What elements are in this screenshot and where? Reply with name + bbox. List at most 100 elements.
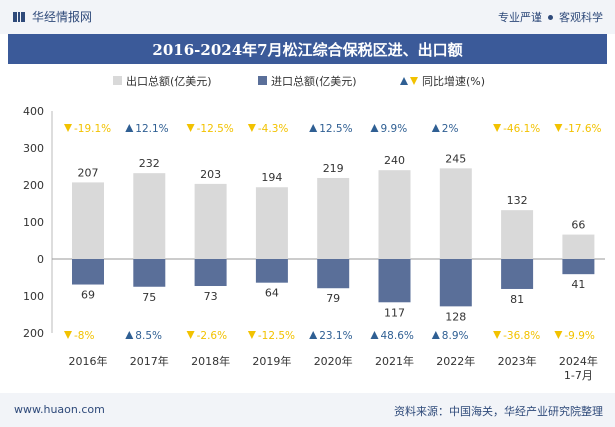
- category-label-line: 2022年: [436, 354, 475, 368]
- category-label-line: 1-7月: [564, 369, 593, 382]
- import-value-label: 81: [510, 293, 524, 306]
- category-label: 2019年: [252, 354, 291, 368]
- legend-import-swatch: [258, 76, 267, 85]
- export-value-label: 66: [571, 219, 585, 232]
- y-tick-label: 300: [23, 142, 44, 155]
- import-growth-label: -9.9%: [564, 330, 594, 342]
- import-bar: [562, 259, 595, 275]
- export-bar: [194, 183, 227, 259]
- export-bar: [72, 182, 104, 259]
- legend-import-label: 进口总额(亿美元): [271, 74, 357, 88]
- export-growth-down-icon: [554, 124, 563, 132]
- export-growth-down-icon: [186, 124, 195, 132]
- import-value-label: 117: [384, 306, 405, 319]
- legend-growth-up-icon: [400, 77, 408, 85]
- export-growth-down-icon: [64, 124, 72, 132]
- category-label: 2020年: [314, 354, 353, 368]
- export-bar: [133, 173, 166, 259]
- footer-source: 资料来源：中国海关，华经产业研究院整理: [394, 405, 603, 418]
- export-bar: [255, 187, 288, 259]
- category-label: 2017年: [130, 354, 169, 368]
- import-bar: [378, 259, 411, 303]
- chart-title: 2016-2024年7月松江综合保税区进、出口额: [8, 34, 607, 64]
- import-growth-label: -12.5%: [258, 330, 295, 342]
- export-growth-label: 9.9%: [381, 123, 408, 135]
- import-growth-label: -2.6%: [197, 330, 227, 342]
- tagline-right: 客观科学: [559, 11, 603, 24]
- import-growth-label: 8.5%: [135, 330, 162, 342]
- import-growth-up-icon: [309, 331, 318, 339]
- import-bar: [439, 259, 472, 307]
- export-growth-label: 12.1%: [135, 123, 168, 135]
- export-value-label: 219: [323, 162, 344, 175]
- legend-growth-down-icon: [410, 77, 418, 85]
- export-growth-label: 12.5%: [319, 123, 352, 135]
- import-growth-down-icon: [493, 331, 502, 339]
- y-tick-label: 200: [23, 327, 44, 340]
- category-label: 2018年: [191, 354, 230, 368]
- separator-dot: [548, 14, 553, 20]
- category-label-line: 2019年: [252, 354, 291, 368]
- export-value-label: 132: [507, 194, 528, 207]
- category-label: 2021年: [375, 354, 414, 368]
- import-growth-up-icon: [125, 331, 134, 339]
- import-value-label: 69: [81, 289, 95, 302]
- y-tick-label: 100: [23, 290, 44, 303]
- export-growth-label: -4.3%: [258, 123, 288, 135]
- export-growth-up-icon: [370, 124, 379, 132]
- import-bar: [133, 259, 166, 287]
- export-value-label: 232: [139, 157, 160, 170]
- import-value-label: 64: [265, 287, 279, 300]
- export-bar: [562, 234, 595, 259]
- import-bar: [255, 259, 288, 283]
- import-bar: [72, 259, 104, 285]
- legend-export-swatch: [113, 76, 122, 85]
- category-label: 2023年: [498, 354, 537, 368]
- chart: 出口总额(亿美元) 进口总额(亿美元) 同比增速(%) 400 300 200 100 0 10…: [23, 74, 605, 382]
- footer: www.huaon.com 资料来源：中国海关，华经产业研究院整理: [0, 393, 615, 427]
- import-growth-label: -8%: [74, 330, 94, 342]
- y-tick-label: 400: [23, 105, 44, 118]
- legend-export-label: 出口总额(亿美元): [126, 74, 212, 88]
- export-bar: [501, 210, 534, 259]
- import-growth-label: 8.9%: [442, 330, 469, 342]
- export-growth-down-icon: [247, 124, 256, 132]
- export-growth-label: 2%: [442, 123, 459, 135]
- import-growth-label: -36.8%: [503, 330, 540, 342]
- category-label-line: 2016年: [69, 354, 108, 368]
- import-bar: [501, 259, 534, 289]
- legend-growth-label: 同比增速(%): [422, 74, 485, 88]
- category-label: 2024年 1-7月: [559, 354, 598, 382]
- category-label-line: 2018年: [191, 354, 230, 368]
- export-bar: [439, 168, 472, 259]
- import-growth-down-icon: [554, 331, 563, 339]
- export-growth-label: -17.6%: [564, 123, 601, 135]
- import-growth-down-icon: [247, 331, 256, 339]
- import-growth-label: 23.1%: [319, 330, 352, 342]
- export-growth-label: -46.1%: [503, 123, 540, 135]
- export-growth-label: -19.1%: [74, 123, 111, 135]
- y-tick-label: 100: [23, 216, 44, 229]
- import-bar: [317, 259, 350, 289]
- import-value-label: 79: [326, 292, 340, 305]
- import-growth-down-icon: [186, 331, 195, 339]
- category-label-line: 2021年: [375, 354, 414, 368]
- export-growth-label: -12.5%: [197, 123, 234, 135]
- import-growth-label: 48.6%: [381, 330, 414, 342]
- export-value-label: 245: [445, 152, 466, 165]
- tagline: 专业严谨 客观科学: [498, 9, 603, 25]
- export-value-label: 207: [78, 166, 99, 179]
- import-bar: [194, 259, 227, 287]
- top-bar: 华经情报网 专业严谨 客观科学: [0, 0, 615, 34]
- import-value-label: 75: [142, 291, 156, 304]
- export-growth-up-icon: [125, 124, 134, 132]
- export-value-label: 194: [261, 171, 282, 184]
- export-growth-up-icon: [309, 124, 318, 132]
- import-growth-up-icon: [431, 331, 440, 339]
- import-value-label: 41: [571, 278, 585, 291]
- category-label-line: 2020年: [314, 354, 353, 368]
- export-value-label: 240: [384, 154, 405, 167]
- export-value-label: 203: [200, 168, 221, 181]
- brand-name: 华经情报网: [32, 10, 93, 24]
- category-label: 2022年: [436, 354, 475, 368]
